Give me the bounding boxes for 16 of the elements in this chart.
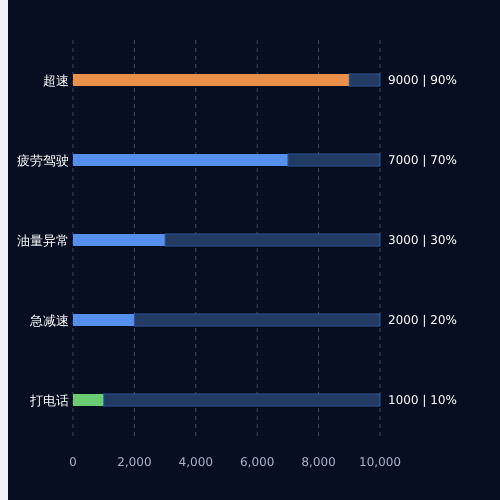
x-tick-label: 4,000 <box>178 455 213 469</box>
data-label: 7000 | 70% <box>388 153 457 167</box>
y-tick-label: 急减速 <box>29 314 69 329</box>
x-tick-label: 6,000 <box>240 455 274 469</box>
y-tick-label: 超速 <box>43 74 69 89</box>
data-label: 2000 | 20% <box>388 313 457 327</box>
data-label: 3000 | 30% <box>388 233 457 247</box>
data-label: 1000 | 10% <box>388 393 457 407</box>
x-tick-label: 0 <box>69 455 77 469</box>
y-tick-label: 打电话 <box>29 394 69 409</box>
y-tick-label: 疲劳驾驶 <box>17 154 69 169</box>
y-tick-label: 油量异常 <box>17 234 69 249</box>
x-tick-label: 2,000 <box>117 455 152 469</box>
x-tick-label: 10,000 <box>359 455 401 469</box>
x-tick-label: 8,000 <box>301 455 336 469</box>
data-label: 9000 | 90% <box>388 73 457 87</box>
